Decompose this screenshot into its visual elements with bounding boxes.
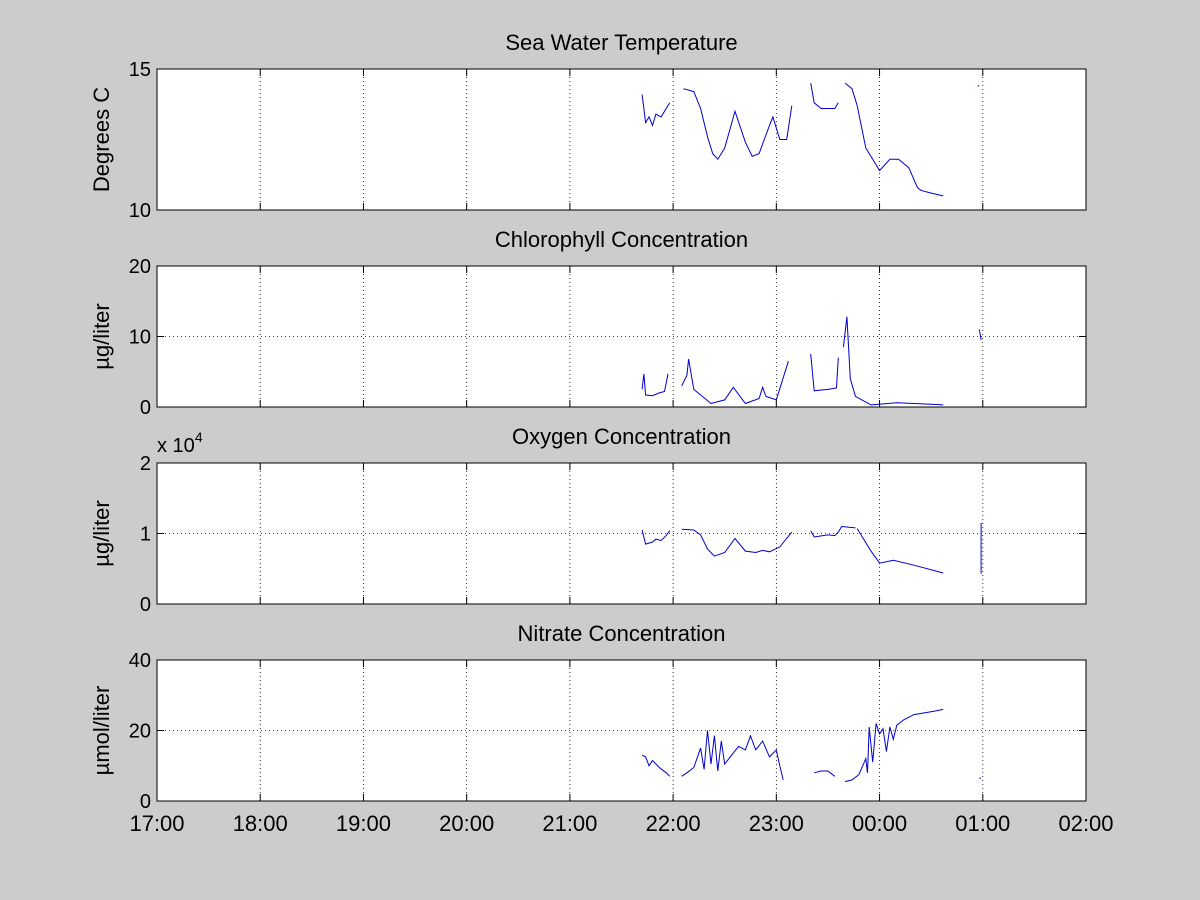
x-tick-label: 23:00 — [749, 811, 804, 836]
series-line — [810, 83, 839, 109]
y-tick-label: 10 — [129, 200, 151, 222]
subplot-title: Sea Water Temperature — [505, 30, 737, 55]
series-line — [844, 82, 944, 197]
series-line — [844, 708, 944, 783]
series-line — [681, 730, 784, 781]
series-line — [641, 373, 669, 397]
x-tick-label: 19:00 — [336, 811, 391, 836]
series-line — [683, 88, 793, 161]
subplot: 0 10 20 Chlorophyll Concentration µg/liter — [89, 227, 1087, 419]
x-tick-label: 21:00 — [542, 811, 597, 836]
subplot: 0 20 40 Nitrate Concentration µmol/liter 17:0… — [89, 621, 1114, 836]
series-line — [842, 316, 944, 406]
x-tick-label: 20:00 — [439, 811, 494, 836]
series-line — [681, 359, 789, 405]
series-line — [641, 94, 671, 127]
axes-frame — [156, 68, 1087, 211]
x-tick-label: 02:00 — [1058, 811, 1113, 836]
series-line — [641, 754, 671, 777]
x-tick-label: 22:00 — [646, 811, 701, 836]
subplot-title: Chlorophyll Concentration — [495, 227, 748, 252]
y-tick-label: 10 — [129, 327, 151, 349]
axes-background — [157, 69, 1086, 210]
y-exponent-power: 4 — [195, 429, 203, 445]
y-tick-label: 0 — [140, 791, 151, 813]
series-line — [810, 354, 839, 392]
series-line — [814, 770, 836, 777]
subplot-title: Nitrate Concentration — [518, 621, 726, 646]
subplot: 10 15 Sea Water Temperature Degrees C — [89, 30, 1087, 222]
subplot-title: Oxygen Concentration — [512, 424, 731, 449]
y-axis-label: µmol/liter — [89, 686, 114, 776]
y-axis-label: µg/liter — [89, 303, 114, 369]
x-tick-label: 17:00 — [129, 811, 184, 836]
y-axis-label: µg/liter — [89, 500, 114, 566]
series-line — [856, 528, 944, 574]
series-line — [978, 329, 982, 341]
y-tick-label: 0 — [140, 397, 151, 419]
x-tick-label: 01:00 — [955, 811, 1010, 836]
y-tick-label: 15 — [129, 59, 151, 81]
series-line — [681, 528, 793, 557]
y-tick-label: 20 — [129, 721, 151, 743]
y-tick-label: 2 — [140, 453, 151, 475]
y-tick-label: 1 — [140, 524, 151, 546]
x-tick-label: 18:00 — [233, 811, 288, 836]
y-axis-label: Degrees C — [89, 87, 114, 192]
x-tick-label: 00:00 — [852, 811, 907, 836]
series-line — [810, 525, 856, 538]
y-tick-label: 40 — [129, 650, 151, 672]
series-line — [641, 529, 671, 545]
y-tick-label: 20 — [129, 256, 151, 278]
y-tick-label: 0 — [140, 594, 151, 616]
